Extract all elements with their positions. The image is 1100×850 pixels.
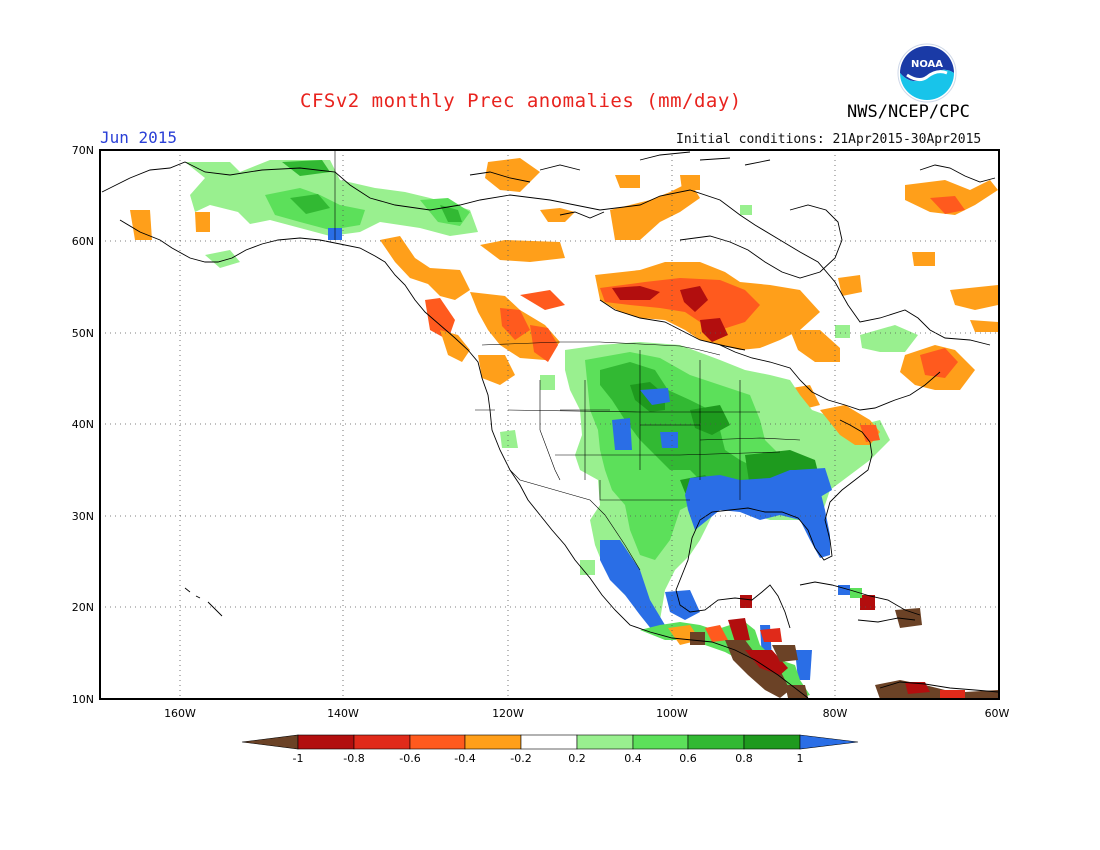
colorbar-arrow-left xyxy=(241,734,299,750)
colorbar-segment xyxy=(297,734,355,750)
longitude-labels: 160W 140W 120W 100W 80W 60W xyxy=(164,707,1009,720)
lon-label: 80W xyxy=(823,707,848,720)
colorbar-label: 0.8 xyxy=(735,752,753,765)
colorbar-label: 0.6 xyxy=(679,752,697,765)
colorbar-label: 1 xyxy=(797,752,804,765)
colorbar-label: 0.2 xyxy=(568,752,586,765)
lat-label: 20N xyxy=(72,601,94,614)
chart-title: CFSv2 monthly Prec anomalies (mm/day) xyxy=(300,90,742,112)
map-frame xyxy=(99,149,1000,700)
lat-label: 70N xyxy=(72,144,94,157)
colorbar-label: -1 xyxy=(293,752,304,765)
colorbar-label: -0.8 xyxy=(343,752,364,765)
colorbar-segment xyxy=(353,734,411,750)
valid-month-label: Jun 2015 xyxy=(100,128,178,147)
logo-text: NOAA xyxy=(911,59,943,70)
colorbar-segment xyxy=(743,734,801,750)
lon-label: 100W xyxy=(656,707,688,720)
lat-label: 30N xyxy=(72,510,94,523)
lon-label: 140W xyxy=(327,707,359,720)
colorbar-segment xyxy=(632,734,689,750)
initial-conditions-label: Initial conditions: 21Apr2015-30Apr2015 xyxy=(676,132,982,147)
colorbar-label: -0.2 xyxy=(510,752,531,765)
colorbar-segment xyxy=(520,734,578,750)
colorbar-segment xyxy=(409,734,466,750)
lon-label: 120W xyxy=(492,707,524,720)
political-borders xyxy=(334,150,801,571)
lon-label: 60W xyxy=(985,707,1010,720)
lat-label: 40N xyxy=(72,418,94,431)
colorbar-label: -0.4 xyxy=(454,752,475,765)
lat-label: 60N xyxy=(72,235,94,248)
colorbar-label: -0.6 xyxy=(399,752,420,765)
lat-label: 10N xyxy=(72,693,94,706)
colorbar-segment xyxy=(687,734,745,750)
colorbar-segment xyxy=(576,734,634,750)
lat-label: 50N xyxy=(72,327,94,340)
anomaly-fields xyxy=(130,158,998,699)
organization-label: NWS/NCEP/CPC xyxy=(847,102,970,122)
colorbar-label: 0.4 xyxy=(624,752,642,765)
noaa-logo: NOAA xyxy=(897,43,957,103)
lon-label: 160W xyxy=(164,707,196,720)
colorbar: -1 -0.8 -0.6 -0.4 -0.2 0.2 0.4 0.6 0.8 1 xyxy=(241,734,859,765)
colorbar-segment xyxy=(464,734,522,750)
latitude-labels: 70N 60N 50N 40N 30N 20N 10N xyxy=(72,144,94,706)
coastlines xyxy=(101,151,999,699)
colorbar-arrow-right xyxy=(799,734,859,750)
